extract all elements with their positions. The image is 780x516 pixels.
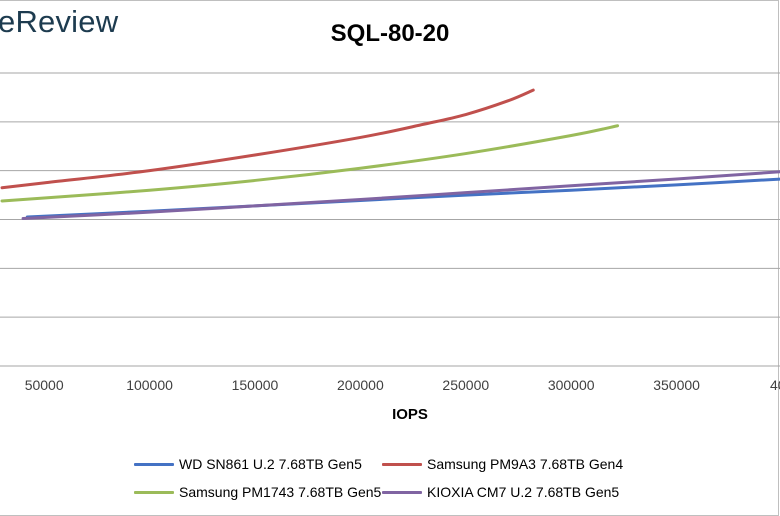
x-tick-label: 200000	[337, 377, 384, 393]
legend-item-kioxia-cm7: KIOXIA CM7 U.2 7.68TB Gen5	[382, 484, 619, 500]
legend-swatch	[134, 490, 174, 494]
series-line-kioxia-cm7	[21, 170, 780, 221]
x-tick-label: 300000	[548, 377, 595, 393]
series-line-samsung-pm1743	[0, 124, 620, 203]
legend-label: Samsung PM9A3 7.68TB Gen4	[427, 456, 624, 472]
series-lines	[0, 88, 780, 221]
legend-item-samsung-pm1743: Samsung PM1743 7.68TB Gen5	[134, 484, 381, 500]
x-axis-label: IOPS	[392, 406, 428, 423]
brand-logo-text: eReview	[0, 4, 119, 39]
legend-swatch	[382, 490, 422, 494]
x-tick-label: 100000	[126, 377, 173, 393]
x-tick-label: 150000	[232, 377, 279, 393]
x-tick-label: 350000	[653, 377, 700, 393]
x-tick-label: 250000	[442, 377, 489, 393]
x-tick-labels: 50000 100000 150000 200000 250000 300000 35000…	[25, 377, 780, 393]
legend-swatch	[134, 462, 174, 466]
chart-title: SQL-80-20	[330, 20, 450, 47]
gridlines	[0, 72, 780, 318]
legend-label: WD SN861 U.2 7.68TB Gen5	[179, 456, 362, 472]
legend-item-samsung-pm9a3: Samsung PM9A3 7.68TB Gen4	[382, 456, 623, 472]
legend-label: KIOXIA CM7 U.2 7.68TB Gen5	[427, 484, 620, 500]
legend-item-wd-sn861: WD SN861 U.2 7.68TB Gen5	[134, 456, 362, 472]
series-line-samsung-pm9a3	[0, 88, 535, 190]
legend-swatch	[382, 462, 422, 466]
x-tick-label: 400	[770, 377, 780, 393]
legend-label: Samsung PM1743 7.68TB Gen5	[179, 484, 382, 500]
x-tick-label: 50000	[25, 377, 64, 393]
